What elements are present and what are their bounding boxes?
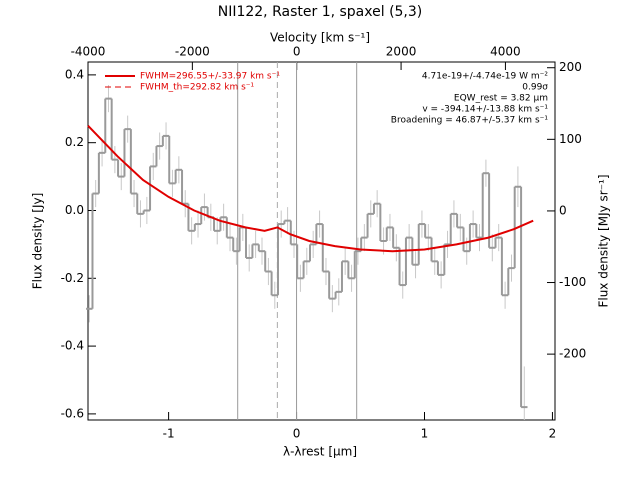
x-tick-label: 2 — [549, 427, 557, 441]
legend-label: FWHM=296.55+/-33.97 km s⁻¹ — [140, 72, 280, 82]
y2-tick-label: 0 — [559, 203, 567, 217]
x2-tick-label: 4000 — [490, 45, 521, 59]
x-axis-label: λ-λrest [μm] — [283, 445, 357, 459]
fit-line — [87, 125, 534, 253]
x2-tick-label: 2000 — [386, 45, 417, 59]
plot-frame — [87, 61, 556, 421]
y2-tick-label: -100 — [559, 275, 586, 289]
annotation: 0.99σ — [522, 83, 548, 93]
y2-tick-label: 200 — [559, 60, 582, 74]
annotation: Broadening = 46.87+/-5.37 km s⁻¹ — [391, 116, 549, 126]
chart-title: NII122, Raster 1, spaxel (5,3) — [218, 4, 423, 20]
x-tick-label: 0 — [293, 427, 301, 441]
x-tick-label: 1 — [421, 427, 429, 441]
x-tick-label: -1 — [163, 427, 175, 441]
legend-label: FWHM_th=292.82 km s⁻¹ — [140, 83, 255, 93]
y2-axis-label: Flux density [MJy sr⁻¹] — [597, 174, 611, 307]
y2-tick-label: -200 — [559, 347, 586, 361]
x2-tick-label: -4000 — [71, 45, 106, 59]
y-tick-label: 0.4 — [65, 67, 84, 81]
annotation: 4.71e-19+/-4.74e-19 W m⁻² — [422, 72, 549, 82]
y-tick-label: 0.2 — [65, 135, 84, 149]
y-tick-label: -0.6 — [61, 406, 84, 420]
y-axis-label: Flux density [Jy] — [31, 193, 45, 290]
x2-tick-label: 0 — [293, 45, 301, 59]
x2-tick-label: -2000 — [175, 45, 210, 59]
y2-tick-label: 100 — [559, 132, 582, 146]
x2-axis-label: Velocity [km s⁻¹] — [270, 31, 370, 45]
annotation: v = -394.14+/-13.88 km s⁻¹ — [422, 105, 548, 115]
y-tick-label: -0.2 — [61, 271, 84, 285]
y-tick-label: 0.0 — [65, 203, 84, 217]
y-tick-label: -0.4 — [61, 339, 84, 353]
annotation: EQW_rest = 3.82 μm — [454, 94, 548, 104]
